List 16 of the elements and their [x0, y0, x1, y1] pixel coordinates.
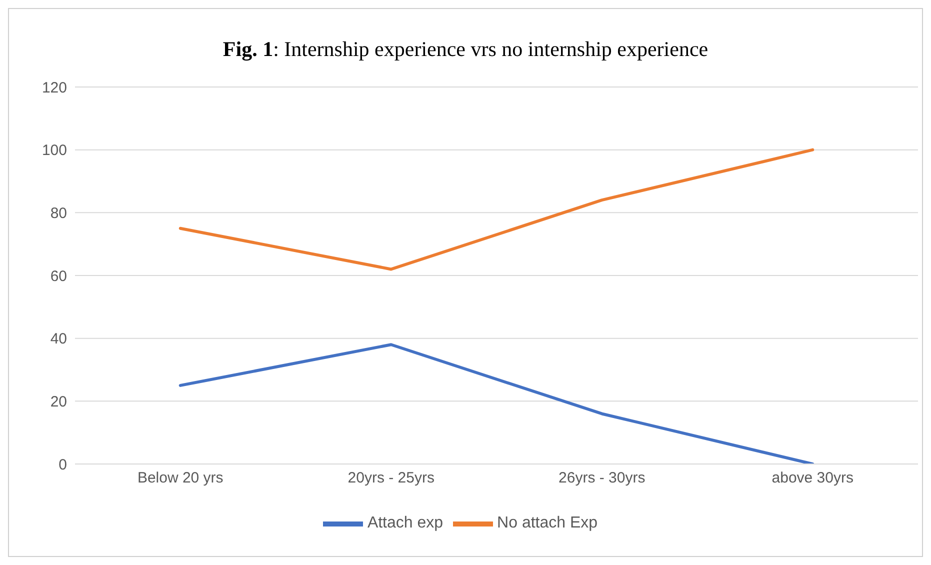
- chart-title: Fig. 1: Internship experience vrs no internship experience: [222, 37, 710, 62]
- y-tick-label: 60: [50, 268, 67, 285]
- x-tick-label: above 30yrs: [772, 470, 854, 487]
- x-tick-label: Below 20 yrs: [137, 470, 224, 487]
- y-tick-label: 120: [42, 79, 67, 96]
- y-tick-label: 40: [50, 330, 67, 348]
- y-tick-label: 80: [50, 204, 67, 222]
- y-tick-label: 0: [58, 456, 67, 474]
- line-series: [178, 148, 814, 271]
- legend-label: Attach exp: [367, 514, 444, 532]
- line-series: [178, 343, 814, 464]
- x-tick-label: 26yrs - 30yrs: [558, 470, 646, 487]
- x-tick-label: 20yrs - 25yrs: [348, 470, 434, 487]
- y-tick-label: 20: [50, 393, 67, 410]
- y-tick-label: 100: [42, 142, 67, 160]
- legend-label: No attach Exp: [497, 514, 598, 532]
